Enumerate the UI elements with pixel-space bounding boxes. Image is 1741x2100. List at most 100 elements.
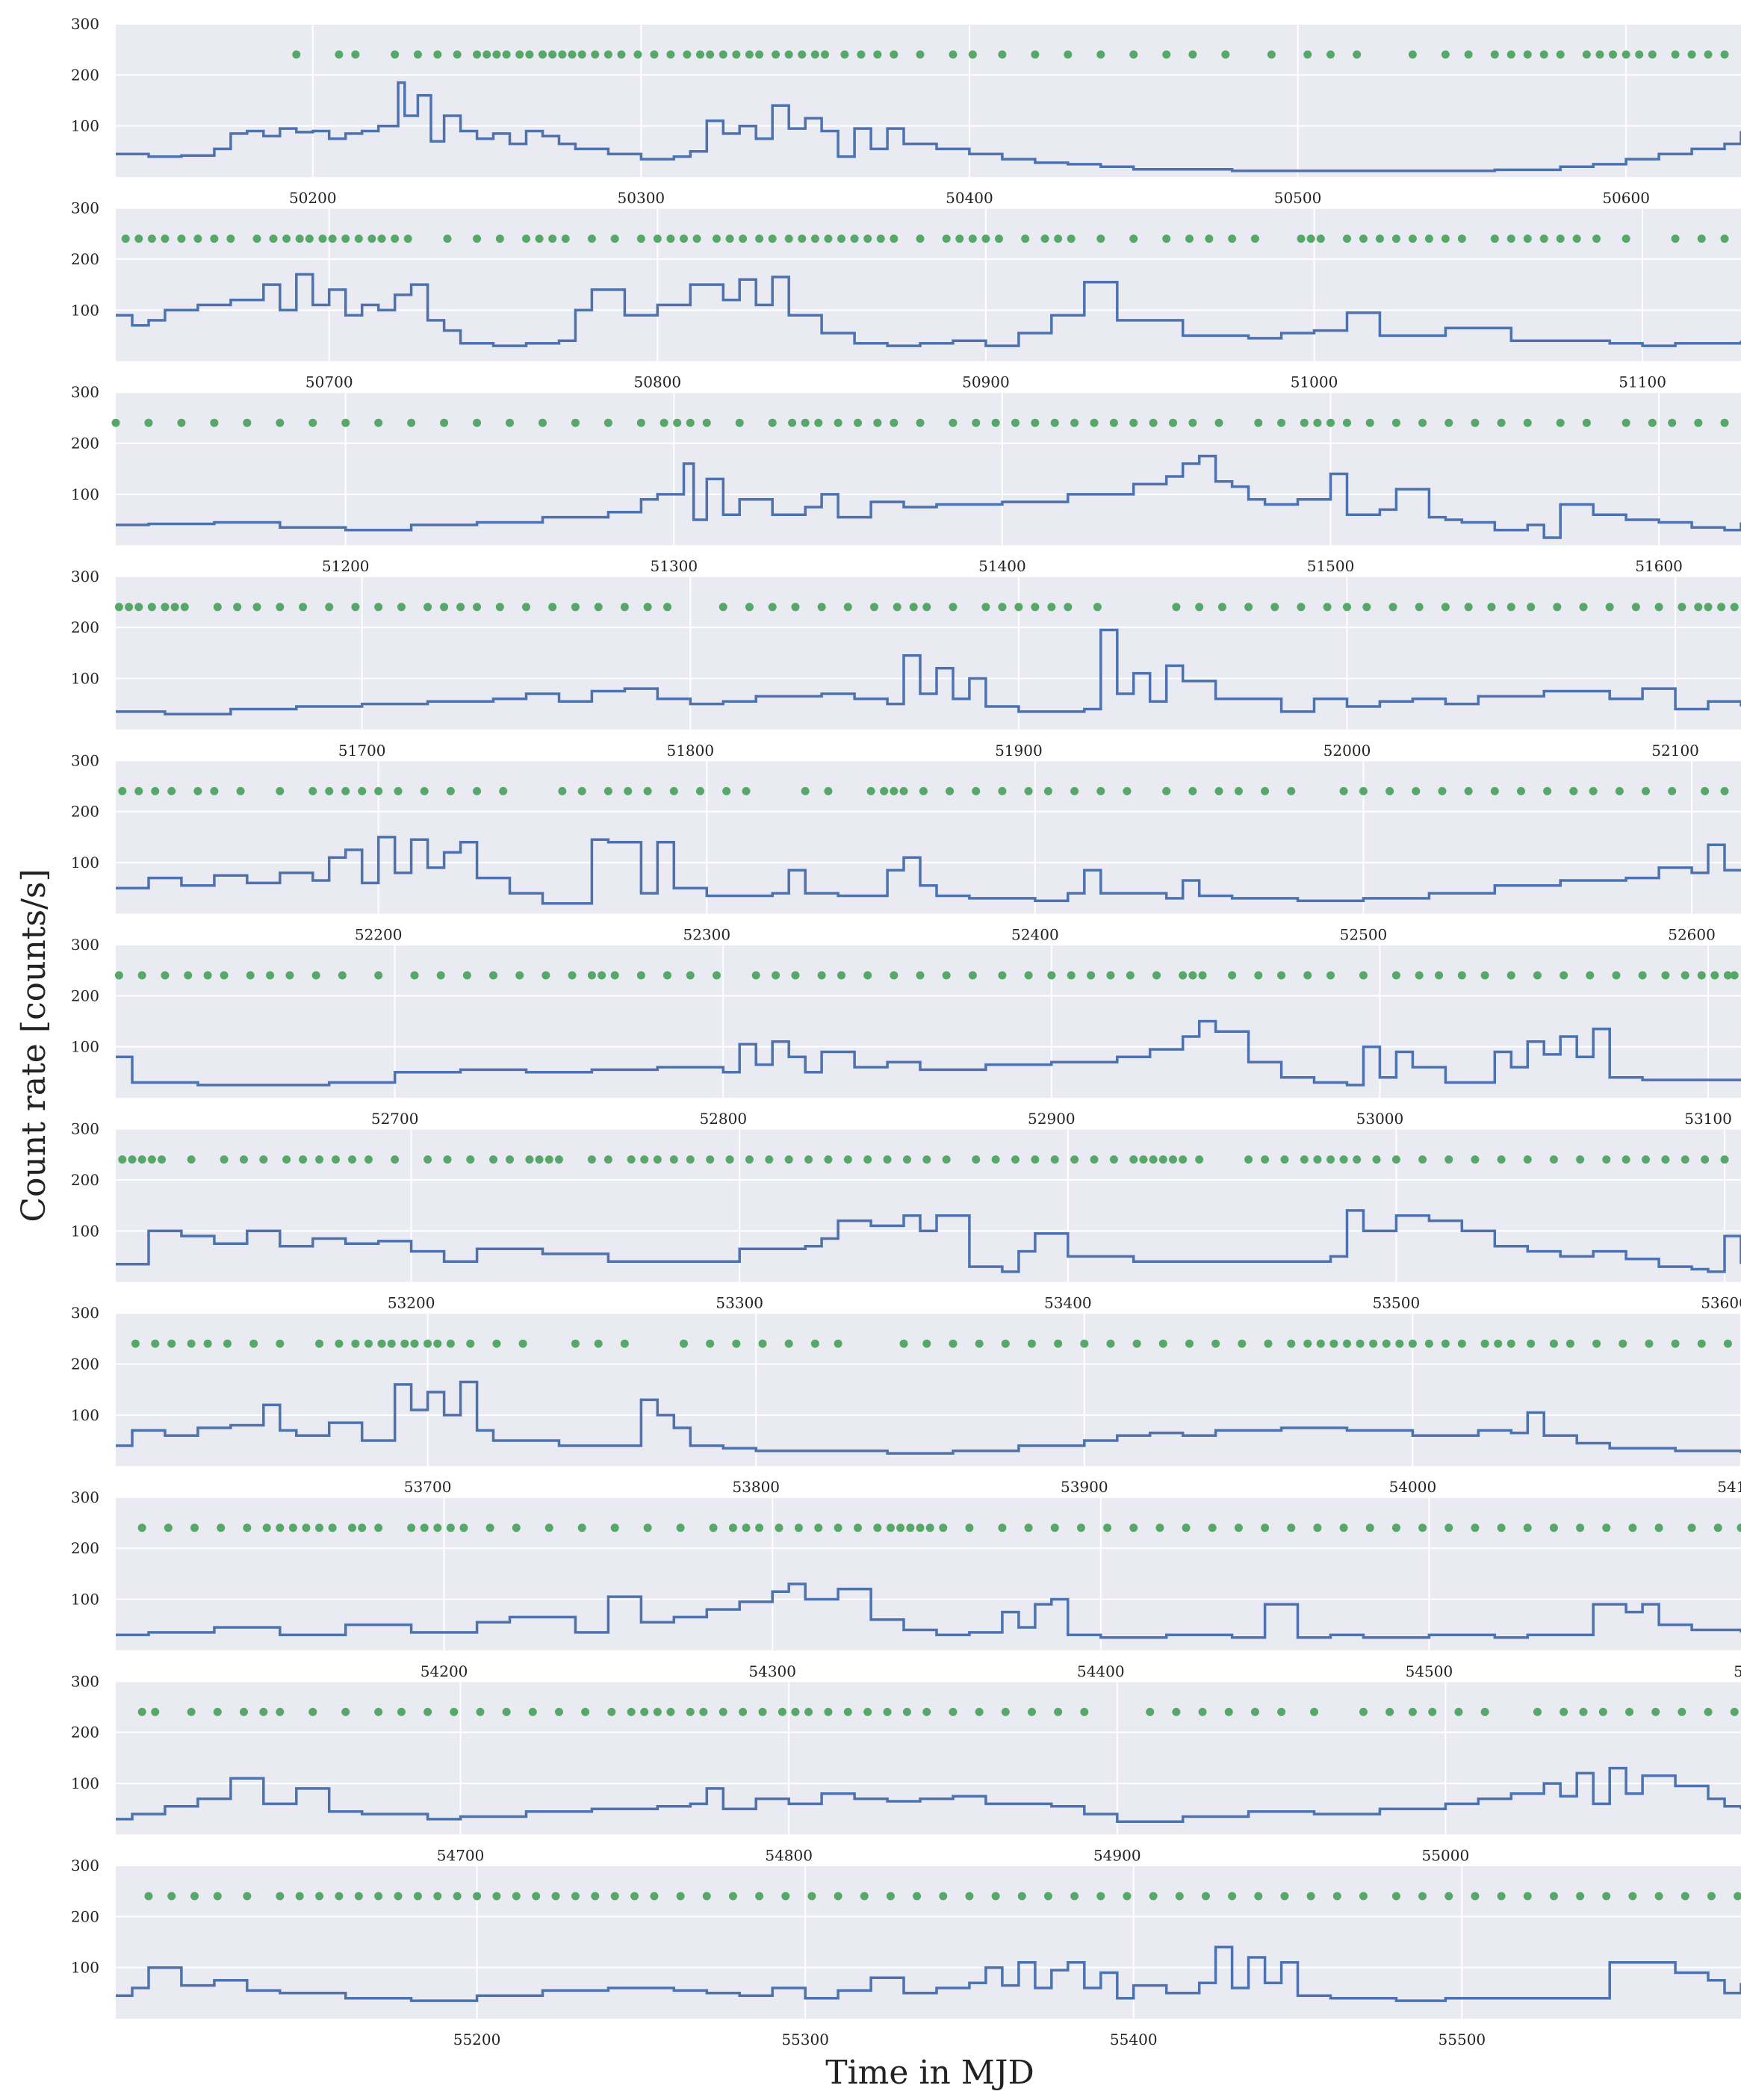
observation-marker xyxy=(972,418,981,427)
observation-marker xyxy=(391,234,400,243)
observation-marker xyxy=(824,1707,833,1716)
count-rate-series xyxy=(116,1945,1741,2002)
y-tick-label: 200 xyxy=(71,1171,99,1189)
observation-marker xyxy=(515,971,524,980)
observation-marker xyxy=(243,1892,252,1901)
observation-marker xyxy=(1277,1707,1286,1716)
plot-background xyxy=(116,1497,1741,1650)
observation-marker xyxy=(991,418,1000,427)
observation-marker xyxy=(1523,1523,1532,1532)
observation-marker xyxy=(1730,971,1739,980)
observation-marker xyxy=(1027,1339,1036,1348)
observation-marker xyxy=(594,1339,603,1348)
x-tick-label: 55200 xyxy=(453,2031,501,2048)
observation-marker xyxy=(725,234,734,243)
observation-marker xyxy=(686,418,695,427)
observation-marker xyxy=(1707,1892,1716,1901)
y-tick-label: 300 xyxy=(71,1304,99,1322)
observation-marker xyxy=(1185,1339,1194,1348)
observation-marker xyxy=(243,1523,252,1532)
observation-marker xyxy=(325,786,334,795)
observation-marker xyxy=(1353,50,1362,59)
observation-marker xyxy=(863,1707,872,1716)
observation-marker xyxy=(144,418,153,427)
observation-marker xyxy=(1228,1892,1237,1901)
panel-4: 100 200 300 51700 51800 51900 52000 52100 xyxy=(71,568,1741,759)
observation-marker xyxy=(1270,603,1279,612)
observation-marker xyxy=(332,1155,341,1164)
observation-marker xyxy=(863,234,872,243)
observation-marker xyxy=(177,418,186,427)
observation-marker xyxy=(223,1339,232,1348)
observation-marker xyxy=(394,1892,403,1901)
observation-marker xyxy=(506,418,515,427)
observation-marker xyxy=(1565,1339,1574,1348)
observation-marker xyxy=(1297,234,1306,243)
observation-marker xyxy=(669,1155,678,1164)
observation-marker xyxy=(462,971,471,980)
observation-marker xyxy=(1497,418,1506,427)
plot-background xyxy=(116,1866,1741,2019)
observation-marker xyxy=(972,786,981,795)
observation-marker xyxy=(706,50,715,59)
x-tick-label: 55500 xyxy=(1439,2031,1486,2048)
observation-marker xyxy=(834,418,842,427)
observation-marker xyxy=(558,50,567,59)
observation-marker xyxy=(630,1892,639,1901)
observation-marker xyxy=(1214,786,1223,795)
observation-marker xyxy=(161,971,170,980)
x-tick-label: 53500 xyxy=(1373,1294,1421,1312)
y-axis-label: Count rate [counts/s] xyxy=(15,869,53,1222)
x-tick-label: 52100 xyxy=(1651,742,1699,759)
observation-marker xyxy=(794,1523,803,1532)
observation-marker xyxy=(233,603,242,612)
observation-marker xyxy=(1050,418,1059,427)
y-tick-label: 100 xyxy=(71,1406,99,1424)
observation-marker xyxy=(1096,234,1105,243)
observation-marker xyxy=(1011,1155,1020,1164)
observation-marker xyxy=(810,234,819,243)
observation-marker xyxy=(745,603,754,612)
observation-marker xyxy=(998,1523,1007,1532)
observation-marker xyxy=(571,603,580,612)
observation-marker xyxy=(643,603,652,612)
observation-marker xyxy=(446,1523,455,1532)
observation-marker xyxy=(407,1523,416,1532)
observation-marker xyxy=(535,1155,544,1164)
observation-marker xyxy=(1408,1339,1417,1348)
observation-marker xyxy=(1595,50,1604,59)
y-tick-label: 100 xyxy=(71,854,99,872)
observation-marker xyxy=(1480,971,1489,980)
observation-marker xyxy=(719,50,727,59)
observation-marker xyxy=(1418,418,1427,427)
count-rate-series xyxy=(116,454,1741,539)
observation-marker xyxy=(1490,786,1499,795)
observation-marker xyxy=(521,603,530,612)
y-tick-label: 100 xyxy=(71,1959,99,1977)
x-tick-label: 50600 xyxy=(1602,189,1650,207)
observation-marker xyxy=(1043,1892,1052,1901)
observation-marker xyxy=(473,50,482,59)
observation-marker xyxy=(1464,786,1473,795)
observation-marker xyxy=(147,234,156,243)
observation-marker xyxy=(318,234,327,243)
observation-marker xyxy=(636,971,645,980)
observation-marker xyxy=(377,234,386,243)
observation-marker xyxy=(1506,234,1515,243)
x-tick-label: 53100 xyxy=(1684,1110,1732,1128)
observation-marker xyxy=(620,603,629,612)
y-tick-label: 100 xyxy=(71,117,99,135)
observation-marker xyxy=(869,603,878,612)
observation-marker xyxy=(121,234,130,243)
observation-marker xyxy=(699,1707,708,1716)
observation-marker xyxy=(1326,50,1335,59)
observation-marker xyxy=(1250,234,1259,243)
observation-marker xyxy=(1385,1707,1394,1716)
observation-marker xyxy=(473,786,482,795)
x-tick-label: 53200 xyxy=(388,1294,435,1312)
observation-marker xyxy=(1441,1339,1450,1348)
observation-marker xyxy=(1464,603,1473,612)
observation-marker xyxy=(1277,418,1286,427)
observation-marker xyxy=(1730,1707,1739,1716)
observation-marker xyxy=(473,234,482,243)
